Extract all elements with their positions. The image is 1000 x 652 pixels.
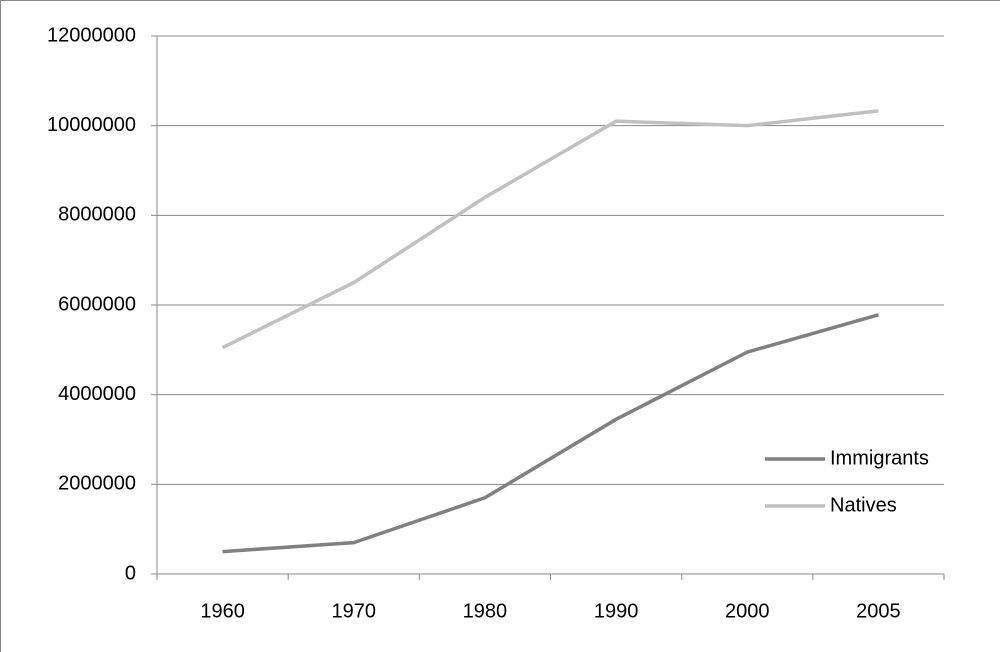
x-tick-label: 2005 xyxy=(856,600,901,622)
line-series xyxy=(222,313,879,554)
x-tick-label: 1990 xyxy=(594,600,639,622)
y-tick-label: 6000000 xyxy=(58,293,136,315)
y-tick-label: 4000000 xyxy=(58,383,136,405)
x-tick-label: 1970 xyxy=(332,600,377,622)
y-tick-label: 8000000 xyxy=(58,204,136,226)
y-tick-label: 10000000 xyxy=(47,114,136,136)
x-tick-label: 1980 xyxy=(463,600,508,622)
x-tick-label: 1960 xyxy=(200,600,245,622)
legend-label: Immigrants xyxy=(830,447,929,469)
line-series xyxy=(221,109,879,350)
y-tick-label: 2000000 xyxy=(58,473,136,495)
y-tick-label: 0 xyxy=(125,562,136,584)
y-tick-label: 12000000 xyxy=(47,24,136,46)
legend-label: Natives xyxy=(830,494,897,516)
x-tick-label: 2000 xyxy=(725,600,770,622)
